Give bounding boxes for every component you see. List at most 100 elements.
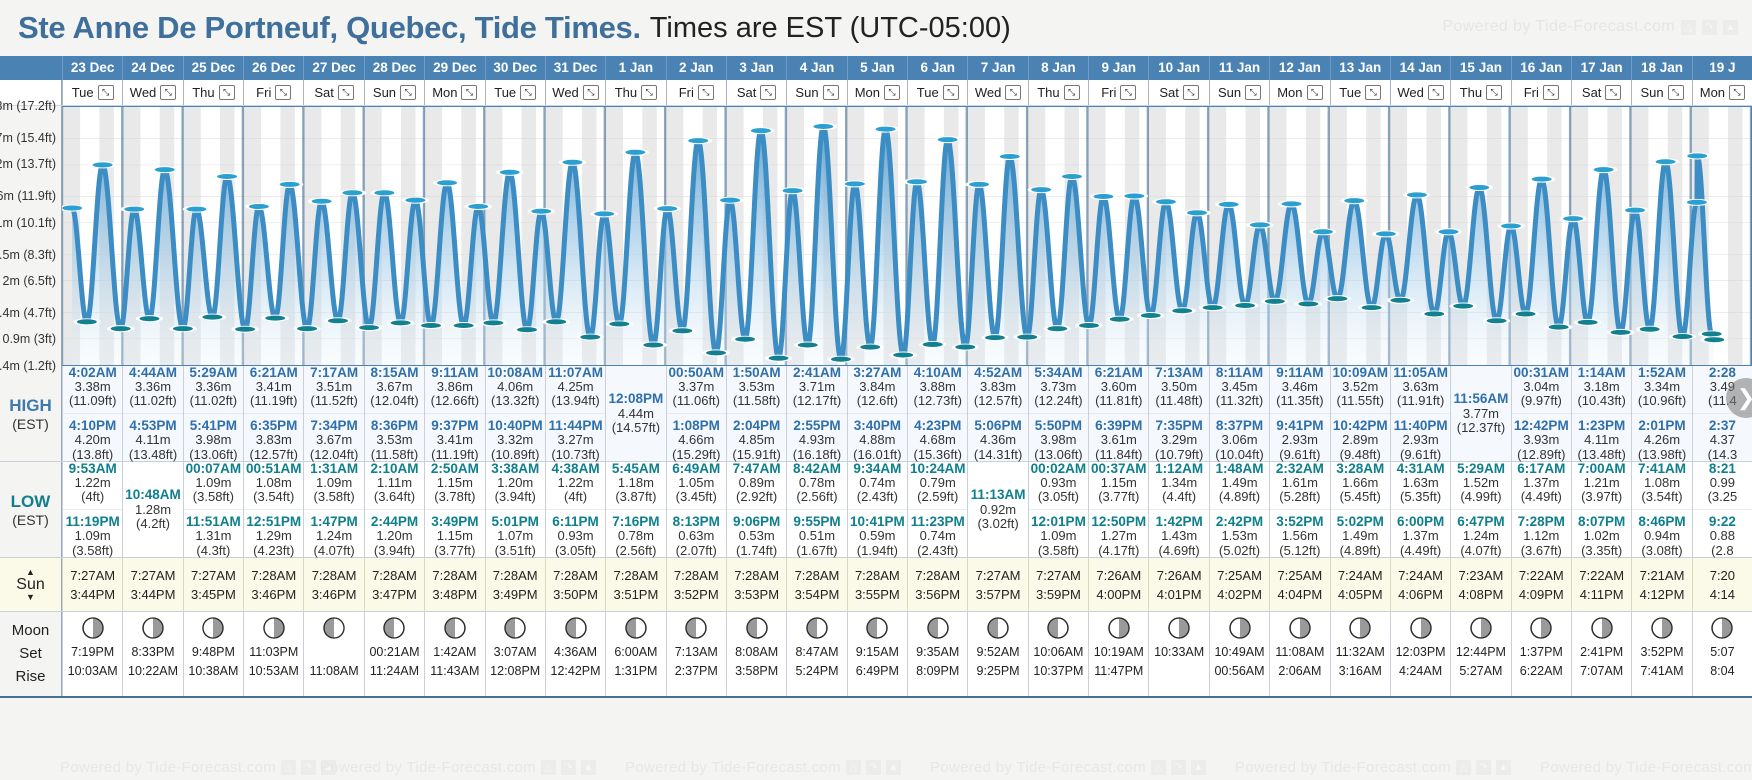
weekday-header-cell[interactable]: Sat ⤡ — [1570, 80, 1631, 105]
expand-icon[interactable]: ⤡ — [337, 85, 354, 100]
tide-height-ft: (13.32ft) — [490, 393, 540, 409]
expand-icon[interactable]: ⤡ — [942, 85, 959, 100]
date-header-cell[interactable]: 2 Jan — [665, 56, 726, 80]
weekday-header-cell[interactable]: Tue ⤡ — [62, 80, 122, 105]
expand-icon[interactable]: ⤡ — [822, 85, 839, 100]
next-page-button[interactable]: ❯ — [1726, 378, 1752, 418]
expand-icon[interactable]: ⤡ — [275, 85, 292, 100]
date-header-cell[interactable]: 26 Dec — [243, 56, 303, 80]
date-header-cell[interactable]: 27 Dec — [303, 56, 363, 80]
date-header-cell[interactable]: 19 J — [1691, 56, 1752, 80]
expand-icon[interactable]: ⤡ — [641, 85, 658, 100]
weekday-header-cell[interactable]: Tue ⤡ — [484, 80, 545, 105]
date-header-cell[interactable]: 7 Jan — [967, 56, 1027, 80]
weekday-header-cell[interactable]: Fri ⤡ — [665, 80, 726, 105]
weekday-header-cell[interactable]: Sat ⤡ — [725, 80, 786, 105]
tide-event: 4:53PM 4.11m (13.48ft) — [123, 413, 183, 463]
date-header-cell[interactable]: 29 Dec — [424, 56, 484, 80]
date-header-cell[interactable]: 4 Jan — [786, 56, 846, 80]
date-header-cell[interactable]: 9 Jan — [1088, 56, 1148, 80]
date-header-cell[interactable]: 14 Jan — [1389, 56, 1450, 80]
weekday-header-cell[interactable]: Fri ⤡ — [1510, 80, 1571, 105]
date-header-cell[interactable]: 25 Dec — [182, 56, 243, 80]
weekday-header-cell[interactable]: Sun ⤡ — [1208, 80, 1269, 105]
weekday-header-cell[interactable]: Wed ⤡ — [967, 80, 1027, 105]
expand-icon[interactable]: ⤡ — [1542, 85, 1559, 100]
expand-icon[interactable]: ⤡ — [218, 85, 235, 100]
weekday-header-cell[interactable]: Tue ⤡ — [1329, 80, 1390, 105]
date-header-cell[interactable]: 1 Jan — [605, 56, 665, 80]
weekday-header-cell[interactable]: Wed ⤡ — [122, 80, 182, 105]
expand-icon[interactable]: ⤡ — [160, 85, 177, 100]
weekday-header-cell[interactable]: Mon ⤡ — [424, 80, 484, 105]
expand-icon[interactable]: ⤡ — [1667, 85, 1684, 100]
expand-icon[interactable]: ⤡ — [582, 85, 599, 100]
date-header-cell[interactable]: 28 Dec — [363, 56, 424, 80]
date-header-cell[interactable]: 5 Jan — [846, 56, 907, 80]
weekday-header-cell[interactable]: Mon ⤡ — [846, 80, 907, 105]
expand-icon[interactable]: ⤡ — [1245, 85, 1262, 100]
weekday-header-cell[interactable]: Mon ⤡ — [1269, 80, 1329, 105]
date-header-cell[interactable]: 16 Jan — [1510, 56, 1571, 80]
date-header-cell[interactable]: 10 Jan — [1148, 56, 1208, 80]
expand-icon[interactable]: ⤡ — [1063, 85, 1080, 100]
low-tide-cell: 7:47AM 0.89m (2.92ft) 9:06PM 0.53m (1.74ft) — [725, 461, 787, 557]
weekday-header-cell[interactable]: Thu ⤡ — [1450, 80, 1510, 105]
weekday-header-cell[interactable]: Fri ⤡ — [243, 80, 303, 105]
tide-height-ft: (13.94ft) — [551, 393, 600, 409]
date-header-cell[interactable]: 3 Jan — [725, 56, 786, 80]
expand-icon[interactable]: ⤡ — [1427, 85, 1444, 100]
weekday-header-cell[interactable]: Sat ⤡ — [303, 80, 363, 105]
weekday-header-cell[interactable]: Wed ⤡ — [544, 80, 605, 105]
weekday-header-cell[interactable]: Thu ⤡ — [182, 80, 243, 105]
expand-icon[interactable]: ⤡ — [1605, 85, 1622, 100]
weekday-header-cell[interactable]: Mon ⤡ — [1691, 80, 1752, 105]
weekday-header-cell[interactable]: Tue ⤡ — [907, 80, 967, 105]
weekday-header-cell[interactable]: Thu ⤡ — [1027, 80, 1088, 105]
sunset-time: 3:57PM — [975, 586, 1021, 602]
weekday-header-cell[interactable]: Sun ⤡ — [363, 80, 424, 105]
weekday-header-cell[interactable]: Fri ⤡ — [1088, 80, 1148, 105]
expand-icon[interactable]: ⤡ — [1182, 85, 1199, 100]
date-header-cell[interactable]: 6 Jan — [907, 56, 967, 80]
expand-icon[interactable]: ⤡ — [520, 85, 537, 100]
date-header-cell[interactable]: 17 Jan — [1570, 56, 1631, 80]
date-header-cell[interactable]: 13 Jan — [1329, 56, 1390, 80]
weekday-header-cell[interactable]: Wed ⤡ — [1389, 80, 1450, 105]
tide-time: 5:29AM — [1456, 460, 1505, 476]
date-header-cell[interactable]: 18 Jan — [1631, 56, 1691, 80]
weekday-header-cell[interactable]: Sat ⤡ — [1148, 80, 1208, 105]
date-header-cell[interactable]: 8 Jan — [1027, 56, 1088, 80]
expand-icon[interactable]: ⤡ — [1486, 85, 1503, 100]
expand-icon[interactable]: ⤡ — [97, 85, 114, 100]
sun-row: ▲ Sun ▼ 7:27AM 3:44PM 7:27AM 3:44PM 7:27AM 3:… — [0, 558, 1752, 612]
tide-height-m: 1.61m — [1281, 474, 1318, 490]
sunrise-time: 7:28AM — [432, 567, 478, 583]
expand-icon[interactable]: ⤡ — [461, 85, 478, 100]
high-tide-cell: 5:29AM 3.36m (11.02ft) 5:41PM 3.98m (13.06ft) — [182, 365, 244, 461]
sunset-time: 3:53PM — [734, 586, 780, 602]
expand-icon[interactable]: ⤡ — [760, 85, 777, 100]
weekday-header-cell[interactable]: Thu ⤡ — [605, 80, 665, 105]
moon-phase-icon — [383, 617, 406, 642]
expand-icon[interactable]: ⤡ — [1306, 85, 1323, 100]
expand-icon[interactable]: ⤡ — [1005, 85, 1022, 100]
expand-icon[interactable]: ⤡ — [1120, 85, 1137, 100]
moon-row: Moon Set Rise 7:19PM 10:03AM 8:33PM 10:22AM… — [0, 612, 1752, 698]
weekday-header-cell[interactable]: Sun ⤡ — [1631, 80, 1691, 105]
date-header-cell[interactable]: 30 Dec — [484, 56, 545, 80]
date-header-cell[interactable]: 11 Jan — [1208, 56, 1269, 80]
date-header-cell[interactable]: 31 Dec — [544, 56, 605, 80]
date-header-cell[interactable]: 24 Dec — [122, 56, 182, 80]
expand-icon[interactable]: ⤡ — [1365, 85, 1382, 100]
expand-icon[interactable]: ⤡ — [1729, 85, 1746, 100]
weekday-header-cell[interactable]: Sun ⤡ — [786, 80, 846, 105]
sunset-time: 4:00PM — [1096, 586, 1142, 602]
date-header-cell[interactable]: 15 Jan — [1450, 56, 1510, 80]
date-header-cell[interactable]: 23 Dec — [62, 56, 122, 80]
moonset-time: 9:48PM — [191, 645, 235, 659]
expand-icon[interactable]: ⤡ — [400, 85, 417, 100]
date-header-cell[interactable]: 12 Jan — [1269, 56, 1329, 80]
expand-icon[interactable]: ⤡ — [884, 85, 900, 100]
expand-icon[interactable]: ⤡ — [697, 85, 714, 100]
